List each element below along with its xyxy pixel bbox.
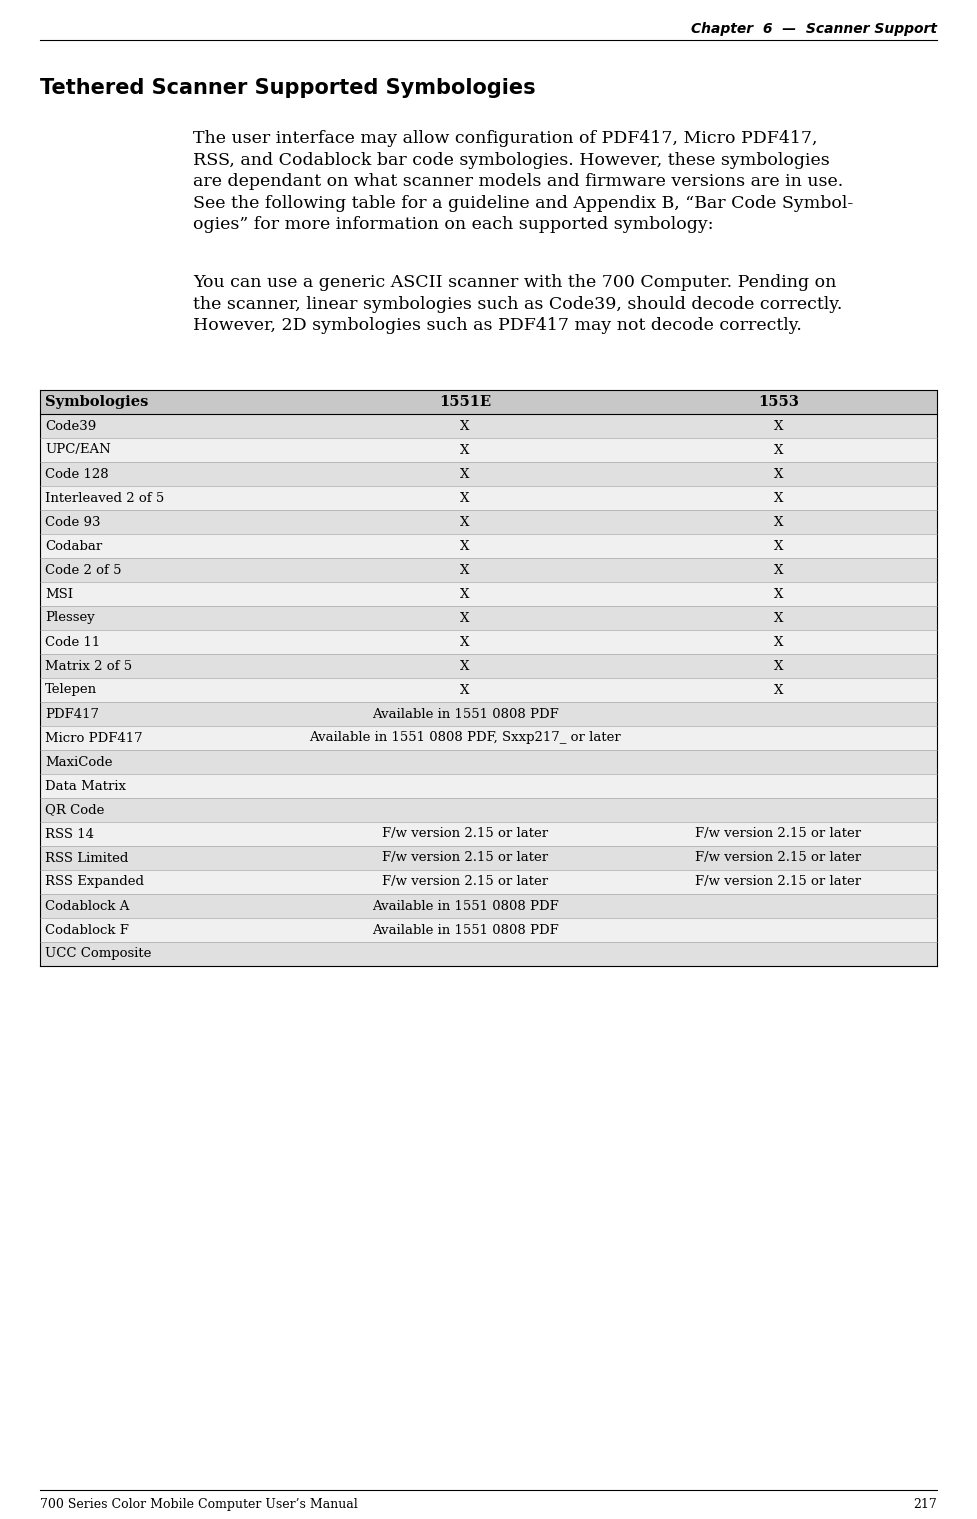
Text: X: X	[774, 515, 784, 529]
Text: Code 128: Code 128	[45, 468, 108, 480]
Text: Matrix 2 of 5: Matrix 2 of 5	[45, 659, 132, 673]
Text: Tethered Scanner Supported Symbologies: Tethered Scanner Supported Symbologies	[40, 77, 535, 99]
Text: MSI: MSI	[45, 588, 73, 600]
Bar	[40, 895, 937, 917]
Text: Telepen: Telepen	[45, 684, 97, 697]
Text: F/w version 2.15 or later: F/w version 2.15 or later	[382, 828, 548, 840]
Text: Micro PDF417: Micro PDF417	[45, 732, 143, 744]
Bar	[40, 437, 937, 462]
Text: RSS Expanded: RSS Expanded	[45, 875, 144, 889]
Text: X: X	[774, 468, 784, 480]
Text: X: X	[774, 635, 784, 649]
Bar	[40, 415, 937, 437]
Text: X: X	[460, 564, 470, 577]
Text: F/w version 2.15 or later: F/w version 2.15 or later	[382, 875, 548, 889]
Text: PDF417: PDF417	[45, 708, 99, 720]
Text: X: X	[774, 444, 784, 457]
Bar	[40, 846, 937, 870]
Text: X: X	[774, 419, 784, 433]
Text: X: X	[460, 612, 470, 624]
Bar	[40, 702, 937, 726]
Text: F/w version 2.15 or later: F/w version 2.15 or later	[696, 852, 862, 864]
Bar	[40, 535, 937, 557]
Text: X: X	[460, 684, 470, 697]
Text: F/w version 2.15 or later: F/w version 2.15 or later	[696, 875, 862, 889]
Text: Codablock F: Codablock F	[45, 924, 129, 937]
Text: Plessey: Plessey	[45, 612, 95, 624]
Text: X: X	[460, 539, 470, 553]
Text: 700 Series Color Mobile Computer User’s Manual: 700 Series Color Mobile Computer User’s …	[40, 1498, 358, 1511]
Bar	[40, 486, 937, 510]
Text: X: X	[460, 492, 470, 504]
Text: RSS Limited: RSS Limited	[45, 852, 128, 864]
Text: X: X	[774, 492, 784, 504]
Text: X: X	[460, 468, 470, 480]
Text: X: X	[460, 635, 470, 649]
Text: Code 11: Code 11	[45, 635, 101, 649]
Bar	[40, 510, 937, 535]
Bar	[40, 917, 937, 942]
Text: UCC Composite: UCC Composite	[45, 948, 151, 960]
Text: F/w version 2.15 or later: F/w version 2.15 or later	[382, 852, 548, 864]
Text: You can use a generic ASCII scanner with the 700 Computer. Pending on
the scanne: You can use a generic ASCII scanner with…	[193, 273, 842, 334]
Text: F/w version 2.15 or later: F/w version 2.15 or later	[696, 828, 862, 840]
Text: Available in 1551 0808 PDF, Sxxp217_ or later: Available in 1551 0808 PDF, Sxxp217_ or …	[309, 732, 620, 744]
Text: X: X	[460, 419, 470, 433]
Text: Codabar: Codabar	[45, 539, 103, 553]
Text: 217: 217	[913, 1498, 937, 1511]
Text: UPC/EAN: UPC/EAN	[45, 444, 110, 457]
Text: 1551E: 1551E	[439, 395, 491, 409]
Text: X: X	[774, 659, 784, 673]
Text: X: X	[774, 684, 784, 697]
Text: Codablock A: Codablock A	[45, 899, 129, 913]
Text: X: X	[774, 539, 784, 553]
Bar	[40, 655, 937, 677]
Text: Chapter  6  —  Scanner Support: Chapter 6 — Scanner Support	[691, 21, 937, 36]
Bar	[40, 677, 937, 702]
Text: The user interface may allow configuration of PDF417, Micro PDF417,
RSS, and Cod: The user interface may allow configurati…	[193, 131, 853, 234]
Bar	[40, 797, 937, 822]
Text: 1553: 1553	[758, 395, 799, 409]
Text: RSS 14: RSS 14	[45, 828, 94, 840]
Bar	[40, 557, 937, 582]
Text: Available in 1551 0808 PDF: Available in 1551 0808 PDF	[371, 899, 559, 913]
Text: X: X	[460, 659, 470, 673]
Text: QR Code: QR Code	[45, 804, 105, 817]
Text: Code39: Code39	[45, 419, 97, 433]
Bar	[40, 870, 937, 895]
Bar	[40, 462, 937, 486]
Text: Interleaved 2 of 5: Interleaved 2 of 5	[45, 492, 164, 504]
Text: X: X	[460, 588, 470, 600]
Bar	[40, 582, 937, 606]
Text: X: X	[774, 588, 784, 600]
Text: X: X	[460, 515, 470, 529]
Bar	[40, 630, 937, 655]
Bar	[40, 726, 937, 750]
Text: MaxiCode: MaxiCode	[45, 755, 112, 769]
Bar	[40, 822, 937, 846]
Text: Data Matrix: Data Matrix	[45, 779, 126, 793]
Bar	[40, 606, 937, 630]
Text: Code 2 of 5: Code 2 of 5	[45, 564, 121, 577]
Text: X: X	[460, 444, 470, 457]
Bar	[40, 942, 937, 966]
Text: Available in 1551 0808 PDF: Available in 1551 0808 PDF	[371, 924, 559, 937]
Bar	[40, 390, 937, 415]
Text: Symbologies: Symbologies	[45, 395, 149, 409]
Text: Available in 1551 0808 PDF: Available in 1551 0808 PDF	[371, 708, 559, 720]
Text: X: X	[774, 564, 784, 577]
Text: Code 93: Code 93	[45, 515, 101, 529]
Bar	[40, 775, 937, 797]
Bar	[40, 750, 937, 775]
Text: X: X	[774, 612, 784, 624]
